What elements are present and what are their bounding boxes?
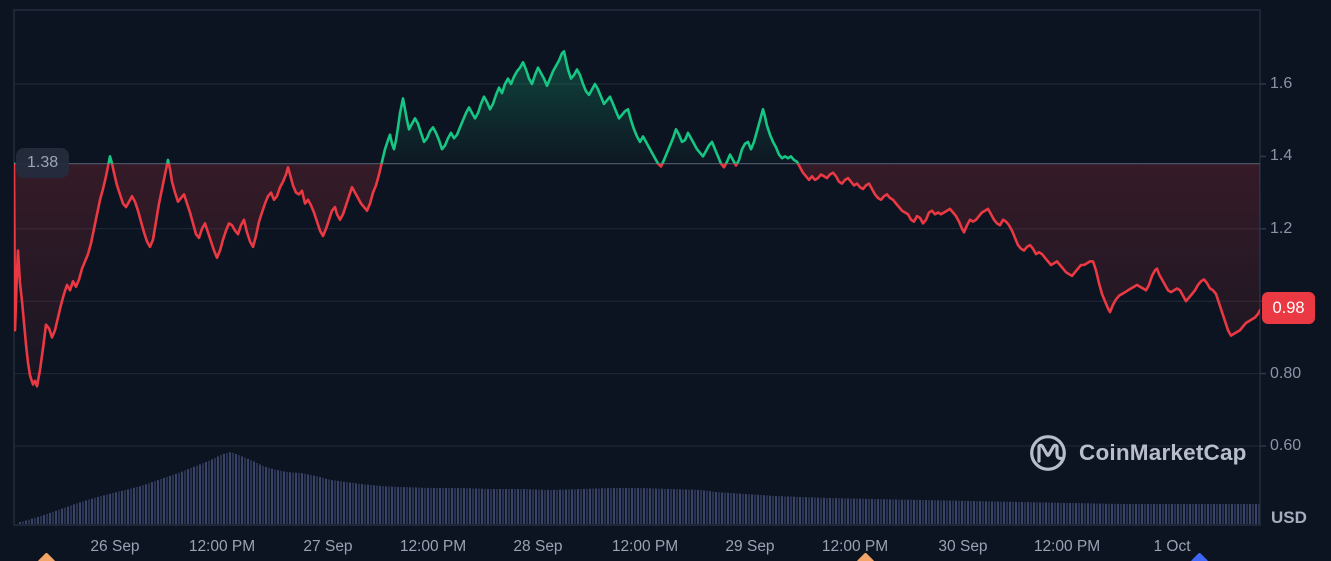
y-axis-label: 1.2 xyxy=(1270,220,1293,237)
x-axis-label: 27 Sep xyxy=(303,538,353,555)
currency-unit-label: USD xyxy=(1271,508,1307,527)
baseline-price-label: 1.38 xyxy=(16,148,70,178)
watermark-text: CoinMarketCap xyxy=(1079,440,1247,465)
x-axis-label: 12:00 PM xyxy=(821,538,889,555)
y-axis-label: 0.80 xyxy=(1270,365,1302,382)
x-axis-label: 26 Sep xyxy=(90,538,140,555)
x-axis-label: 12:00 PM xyxy=(1033,538,1101,555)
x-axis-label: 12:00 PM xyxy=(399,538,467,555)
current-price-badge: 0.98 xyxy=(1262,292,1315,324)
y-axis-label: 1.4 xyxy=(1270,147,1293,164)
price-line-up xyxy=(14,50,800,164)
price-line-down xyxy=(14,163,1260,388)
y-axis-label: 0.60 xyxy=(1270,437,1302,454)
x-axis-label: 28 Sep xyxy=(513,538,563,555)
x-axis-label: 1 Oct xyxy=(1153,538,1191,555)
price-area-down xyxy=(14,163,1260,387)
x-axis-label: 30 Sep xyxy=(938,538,988,555)
x-axis-label: 12:00 PM xyxy=(611,538,679,555)
x-axis-label: 12:00 PM xyxy=(188,538,256,555)
coinmarketcap-watermark: CoinMarketCap xyxy=(1028,433,1247,473)
price-area-up xyxy=(14,51,1260,164)
y-axis-label: 1.6 xyxy=(1270,75,1293,92)
x-axis-label: 29 Sep xyxy=(725,538,775,555)
coinmarketcap-logo-icon xyxy=(1030,435,1066,471)
volume-bars xyxy=(19,452,1260,525)
